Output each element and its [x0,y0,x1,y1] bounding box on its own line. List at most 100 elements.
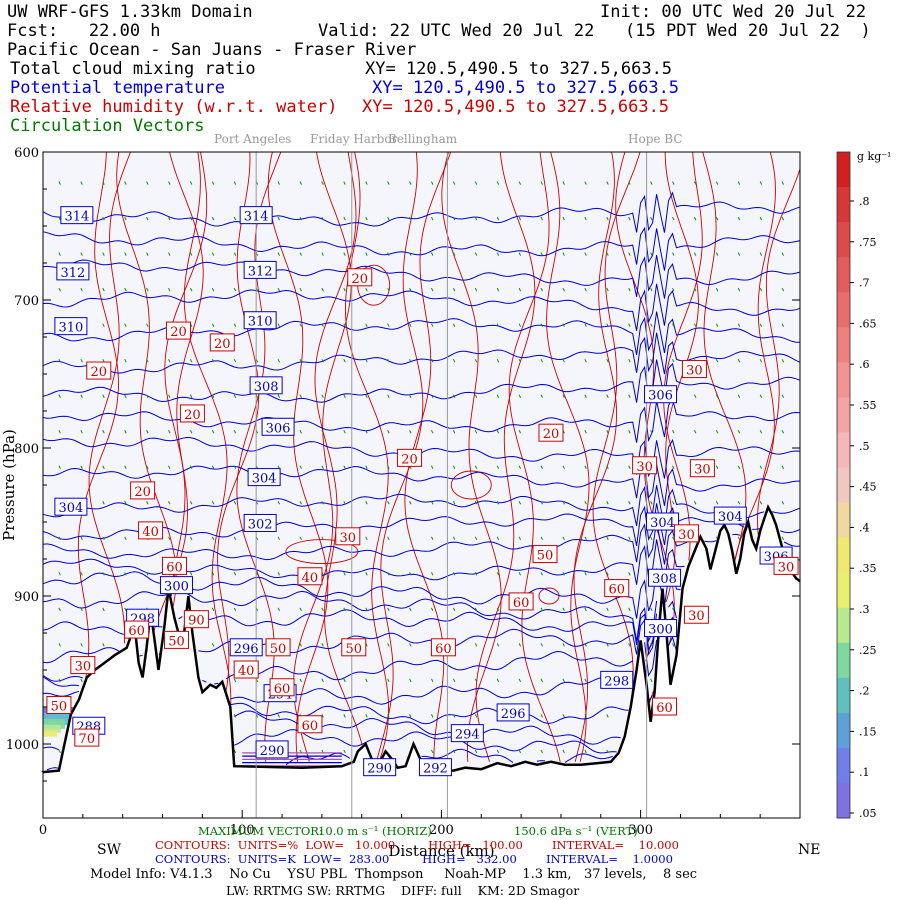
colorbar-label: .35 [859,562,877,575]
circulation-vector [759,181,763,185]
circulation-vector [387,465,390,469]
circulation-vector [189,572,193,576]
circulation-vector [431,394,434,398]
x-tick-label: 300 [628,823,653,838]
theta-label-box [418,758,452,777]
circulation-vector [540,465,543,469]
theta-label: 302 [248,517,273,532]
model-info-physics: LW: RRTMG SW: RRTMG DIFF: full KM: 2D Sm… [226,883,580,898]
circulation-vector [102,394,105,398]
colorbar-segment [837,782,850,819]
circulation-vector [496,643,500,647]
rh-label-box [163,630,189,649]
region-name: Pacific Ocean - San Juans - Fraser River [7,40,417,60]
circulation-vector [672,216,675,221]
rh-contour [546,151,590,762]
theta-label-box [713,506,747,525]
colorbar-segment [837,712,850,749]
rh-label-box [86,361,112,380]
circulation-vector [584,394,587,398]
rh-label-box [347,268,373,287]
circulation-vector [168,252,171,256]
circulation-vector [540,643,543,647]
circulation-vector [343,607,346,612]
circulation-vector [759,394,763,398]
theta-label-box [600,670,634,689]
y-tick-label: 600 [14,146,39,161]
y-tick-label: 900 [14,590,39,605]
circulation-vector [452,714,456,718]
circulation-vector [628,430,631,434]
circulation-vector [672,430,675,434]
circulation-vector [387,394,390,398]
rh-label: 20 [351,272,368,287]
circulation-vector [409,430,412,434]
circulation-vector [343,358,346,363]
rh-contour [267,151,329,762]
colorbar-segment [837,222,850,258]
theta-label: 312 [60,266,85,281]
circulation-vector [124,181,127,185]
circulation-vector [518,181,522,185]
circulation-vector [277,714,281,718]
theta-contour [42,397,801,443]
circulation-vector [584,252,587,256]
circulation-vector [299,358,302,363]
town-label: Friday Harbor [310,132,398,146]
circulation-vector [474,749,478,754]
circulation-vector [387,287,390,292]
circulation-vector [189,181,193,185]
colorbar-segment [837,292,850,328]
theta-label: 304 [58,501,83,516]
rh-label-box [161,556,187,575]
circulation-vector [584,714,587,718]
circulation-vector [168,181,171,185]
town-label: Hope BC [628,132,683,146]
circulation-vector [431,430,434,434]
circulation-vector [628,181,631,185]
circulation-vector [693,394,697,398]
theta-contour-info: CONTOURS: UNITS=K LOW= 283.00 HIGH= 332.… [155,852,673,866]
theta-label: 304 [650,516,675,531]
rh-label-box [165,321,191,340]
circulation-vector [496,678,500,683]
rh-label-box [604,579,630,598]
circulation-vector [343,714,346,718]
circulation-vector [518,252,522,256]
circulation-vector [715,216,719,221]
circulation-vector [321,501,324,505]
circulation-vector [650,252,653,256]
rh-label-box [209,333,235,352]
circulation-vector [650,181,653,185]
theta-label: 304 [252,472,277,487]
circulation-vector [189,358,193,363]
circulation-vector [102,607,105,612]
rh-label-box [46,696,72,715]
cloud-patch [43,730,57,737]
circulation-vector [321,323,324,327]
theta-contour [42,461,800,506]
circulation-vector [628,323,631,327]
circulation-vector [211,252,215,256]
forecast-hour: Fcst: 22.00 h [7,21,161,41]
circulation-vector [124,430,127,434]
circulation-vector [146,216,149,221]
circulation-vector [759,287,763,292]
circulation-vector [737,287,741,292]
theta-contour [42,226,801,271]
rh-label-box [297,715,323,734]
circulation-vector [606,643,609,647]
rh-label: 30 [75,660,92,675]
circulation-vector [124,394,127,398]
circulation-vector [693,216,697,221]
circulation-vector [343,394,346,398]
colorbar-label: .1 [859,766,870,779]
circulation-vector [715,181,719,185]
circulation-vector [606,216,609,221]
circulation-vector [299,323,302,327]
circulation-vector [496,501,500,505]
theta-contour [42,568,681,619]
circulation-vector [737,465,741,469]
theta-label: 298 [604,674,629,689]
circulation-vector [650,678,653,683]
